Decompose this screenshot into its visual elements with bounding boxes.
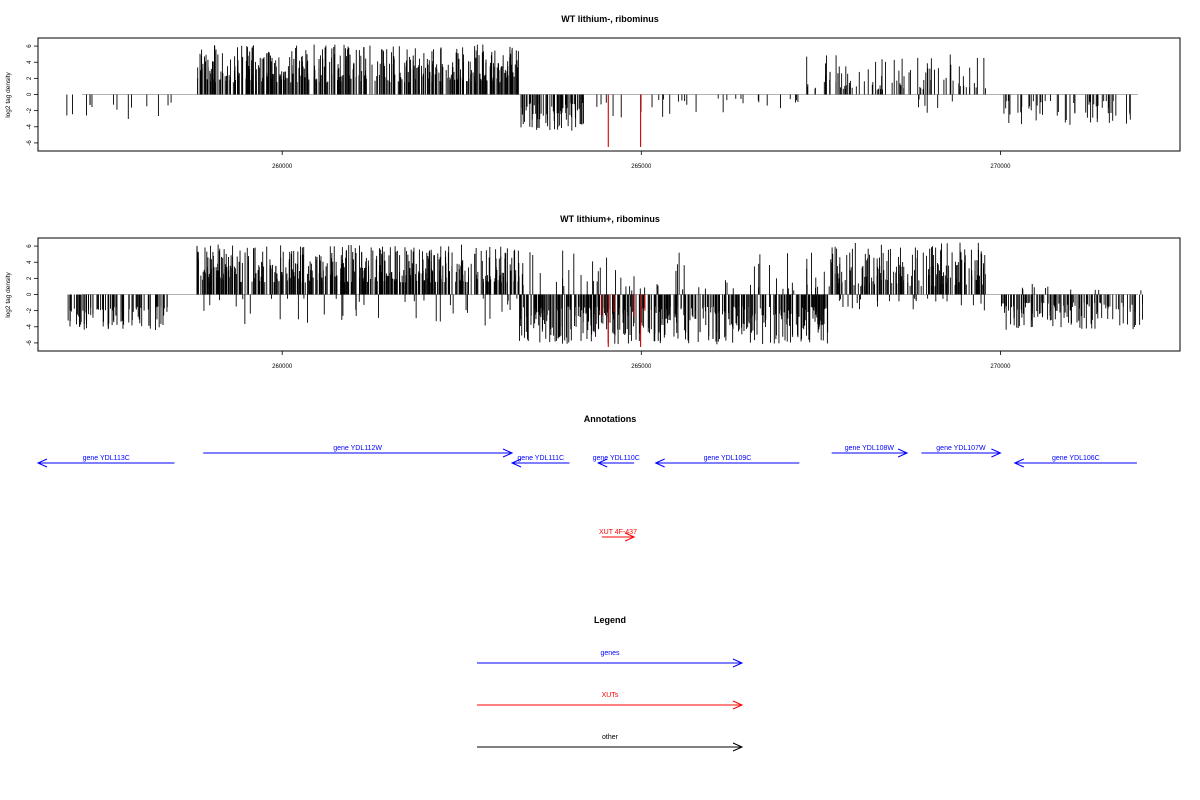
gene-arrow bbox=[1013, 458, 1137, 468]
x-tick-label: 265000 bbox=[631, 164, 652, 170]
x-tick-label: 265000 bbox=[631, 364, 652, 370]
y-tick-label: -4 bbox=[27, 323, 33, 329]
panel-wt-lithium-minus: WT lithium-, ribominus log2 tag density … bbox=[5, 14, 1181, 170]
panel-title: WT lithium+, ribominus bbox=[560, 214, 660, 224]
annotation-label: gene YDL112W bbox=[333, 445, 382, 452]
gene-arrow bbox=[510, 458, 570, 468]
x-tick-label: 260000 bbox=[272, 364, 293, 370]
legend-arrow bbox=[477, 700, 744, 710]
y-tick-label: -6 bbox=[27, 340, 33, 346]
y-axis-label: log2 tag density bbox=[5, 271, 12, 317]
x-tick-label: 260000 bbox=[272, 164, 293, 170]
y-tick-label: -2 bbox=[27, 107, 33, 113]
annotation-label: XUT 4F-437 bbox=[599, 529, 637, 536]
y-tick-label: 2 bbox=[27, 76, 33, 80]
x-axis: 260000 265000 270000 bbox=[272, 351, 1011, 370]
annotation-label: gene YDL111C bbox=[517, 455, 564, 462]
annotation-items: gene YDL113C gene YDL112W gene YDL111C gene… bbox=[36, 445, 1137, 542]
annotation-label: gene YDL108W bbox=[845, 445, 895, 452]
y-tick-label: 6 bbox=[27, 44, 33, 48]
legend-label: genes bbox=[600, 650, 620, 657]
y-tick-label: 2 bbox=[27, 276, 33, 280]
y-tick-label: 4 bbox=[27, 260, 33, 264]
y-axis-label: log2 tag density bbox=[5, 71, 12, 117]
legend-arrow bbox=[477, 658, 744, 668]
y-tick-label: -4 bbox=[27, 123, 33, 129]
annotation-label: gene YDL107W bbox=[936, 445, 986, 452]
legend-arrow bbox=[477, 742, 744, 752]
x-tick-label: 270000 bbox=[990, 164, 1011, 170]
y-axis: -6 -4 -2 0 2 4 6 bbox=[27, 44, 38, 146]
gene-arrow bbox=[596, 458, 635, 468]
y-tick-label: -6 bbox=[27, 140, 33, 146]
legend-title: Legend bbox=[594, 615, 626, 625]
annotations-title: Annotations bbox=[584, 414, 637, 424]
annotation-label: gene YDL113C bbox=[83, 455, 130, 462]
xut-arrow bbox=[601, 532, 636, 542]
gene-arrow bbox=[654, 458, 800, 468]
annotation-label: gene YDL109C bbox=[704, 455, 752, 462]
gene-arrow bbox=[831, 448, 909, 458]
signal-bars bbox=[66, 44, 1131, 147]
panel-title: WT lithium-, ribominus bbox=[561, 14, 659, 24]
gene-arrow bbox=[36, 458, 175, 468]
gene-arrow bbox=[203, 448, 514, 458]
legend: Legend genes XUTs other bbox=[477, 615, 744, 752]
annotation-label: gene YDL106C bbox=[1052, 455, 1100, 462]
y-tick-label: -2 bbox=[27, 307, 33, 313]
y-axis: -6 -4 -2 0 2 4 6 bbox=[27, 244, 38, 346]
legend-entries: genes XUTs other bbox=[477, 650, 744, 752]
x-tick-label: 270000 bbox=[990, 364, 1011, 370]
gene-arrow bbox=[921, 448, 1002, 458]
y-tick-label: 0 bbox=[27, 92, 33, 96]
y-tick-label: 4 bbox=[27, 60, 33, 64]
signal-bars bbox=[67, 242, 1143, 347]
annotation-label: gene YDL110C bbox=[593, 455, 640, 462]
legend-label: XUTs bbox=[602, 692, 619, 699]
panel-wt-lithium-plus: WT lithium+, ribominus log2 tag density … bbox=[5, 214, 1181, 370]
legend-label: other bbox=[602, 734, 619, 741]
y-tick-label: 6 bbox=[27, 244, 33, 248]
y-tick-label: 0 bbox=[27, 292, 33, 296]
x-axis: 260000 265000 270000 bbox=[272, 151, 1011, 170]
